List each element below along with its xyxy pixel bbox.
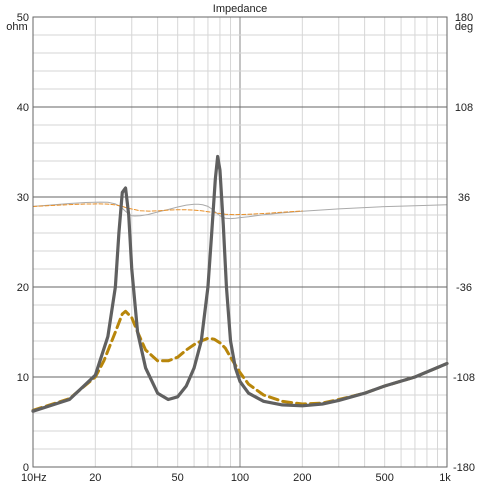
right-axis-unit: deg bbox=[455, 21, 473, 33]
right-tick-labels: -180 -108 -36 36 108 180 bbox=[453, 12, 475, 474]
right-tick-label: -108 bbox=[453, 372, 475, 384]
x-tick-label: 200 bbox=[293, 472, 311, 484]
series-line-3 bbox=[32, 201, 448, 220]
plot-grid bbox=[33, 17, 447, 467]
x-tick-label: 20 bbox=[89, 472, 101, 484]
left-tick-label: 0 bbox=[23, 462, 29, 474]
chart-title: Impedance bbox=[213, 3, 267, 15]
x-tick-label: 10Hz bbox=[21, 472, 47, 484]
plot-frame bbox=[32, 16, 448, 468]
left-tick-label: 30 bbox=[17, 192, 29, 204]
right-tick-label: -36 bbox=[456, 282, 472, 294]
x-tick-label: 1k bbox=[439, 472, 451, 484]
x-tick-label: 50 bbox=[172, 472, 184, 484]
right-tick-label: -180 bbox=[453, 462, 475, 474]
left-tick-label: 50 bbox=[17, 12, 29, 24]
right-tick-label: 180 bbox=[455, 12, 473, 24]
x-tick-label: 100 bbox=[231, 472, 249, 484]
plot-series bbox=[31, 154, 449, 413]
right-tick-label: 36 bbox=[458, 192, 470, 204]
series-line-1 bbox=[31, 154, 449, 413]
left-tick-label: 20 bbox=[17, 282, 29, 294]
left-tick-label: 10 bbox=[17, 372, 29, 384]
left-tick-labels: 0 10 20 30 40 50 bbox=[17, 12, 29, 474]
left-tick-label: 40 bbox=[17, 102, 29, 114]
series-line-4 bbox=[32, 203, 303, 216]
left-axis-unit: ohm bbox=[6, 21, 27, 33]
right-tick-label: 108 bbox=[455, 102, 473, 114]
x-tick-labels: 10Hz 20 50 100 200 500 1k bbox=[21, 472, 451, 484]
x-tick-label: 500 bbox=[376, 472, 394, 484]
